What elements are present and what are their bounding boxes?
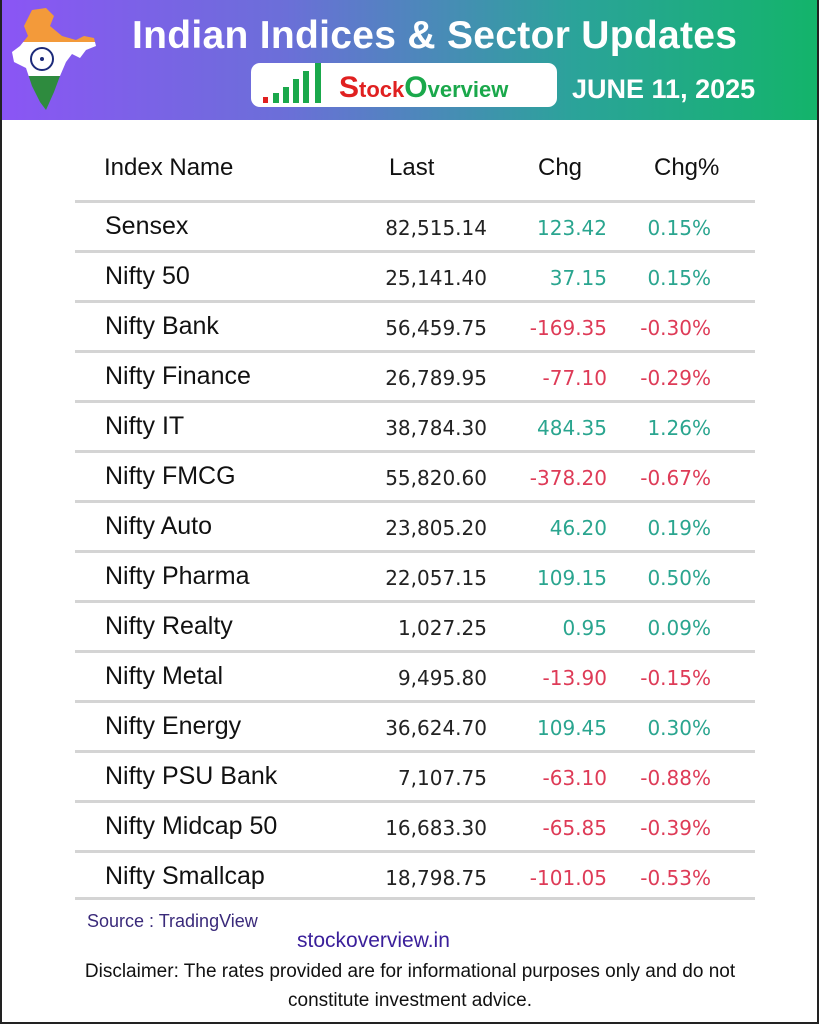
index-name: Nifty FMCG — [105, 462, 236, 490]
last-value: 36,624.70 — [385, 716, 487, 740]
change-value: -101.05 — [529, 866, 607, 890]
last-value: 18,798.75 — [385, 866, 487, 890]
column-header-name: Index Name — [104, 154, 234, 181]
last-value: 55,820.60 — [385, 466, 487, 490]
change-percent: 0.50% — [647, 566, 711, 590]
report-date: JUNE 11, 2025 — [572, 74, 756, 104]
change-percent: -0.88% — [640, 766, 711, 790]
index-name: Nifty Metal — [105, 662, 224, 690]
last-value: 26,789.95 — [385, 366, 487, 390]
change-percent: -0.15% — [640, 666, 711, 690]
table-row: Nifty FMCG 55,820.60 -378.20 -0.67% — [75, 450, 755, 500]
table-row: Nifty Midcap 50 16,683.30 -65.85 -0.39% — [75, 800, 755, 850]
logo-tock: tock — [359, 77, 405, 102]
change-value: -169.35 — [529, 316, 607, 340]
last-value: 25,141.40 — [385, 266, 487, 290]
change-percent: 0.15% — [647, 216, 711, 240]
table-row: Nifty Realty 1,027.25 0.95 0.09% — [75, 600, 755, 650]
change-value: 109.15 — [537, 566, 607, 590]
change-value: 46.20 — [549, 516, 607, 540]
change-percent: 0.15% — [647, 266, 711, 290]
change-value: 37.15 — [549, 266, 607, 290]
column-header-chg-pct: Chg% — [654, 154, 720, 181]
last-value: 9,495.80 — [397, 666, 487, 690]
last-value: 16,683.30 — [385, 816, 487, 840]
table-row: Nifty Finance 26,789.95 -77.10 -0.29% — [75, 350, 755, 400]
last-value: 7,107.75 — [397, 766, 487, 790]
india-map-flag-icon — [12, 8, 96, 110]
index-name: Nifty Smallcap — [105, 862, 265, 890]
change-value: 0.95 — [562, 616, 607, 640]
change-value: 109.45 — [537, 716, 607, 740]
table-row: Nifty Auto 23,805.20 46.20 0.19% — [75, 500, 755, 550]
index-name: Nifty Auto — [105, 512, 212, 540]
stockoverview-logo: StockOverview — [251, 63, 557, 107]
change-percent: -0.29% — [640, 366, 711, 390]
logo-s: S — [339, 71, 360, 104]
index-name: Nifty Energy — [105, 712, 242, 740]
table-row: Nifty Energy 36,624.70 109.45 0.30% — [75, 700, 755, 750]
table-row: Nifty Bank 56,459.75 -169.35 -0.30% — [75, 300, 755, 350]
change-value: 123.42 — [537, 216, 607, 240]
column-header-chg: Chg — [538, 154, 583, 181]
last-value: 82,515.14 — [385, 216, 487, 240]
index-name: Nifty IT — [105, 412, 185, 440]
index-name: Nifty Finance — [105, 362, 251, 390]
change-value: -65.85 — [542, 816, 607, 840]
index-name: Nifty Realty — [105, 612, 233, 640]
logo-verview: verview — [427, 77, 509, 102]
change-percent: 1.26% — [647, 416, 711, 440]
change-value: -63.10 — [542, 766, 607, 790]
index-name: Nifty 50 — [105, 262, 190, 290]
change-percent: 0.09% — [647, 616, 711, 640]
page-title: Indian Indices & Sector Updates — [132, 14, 738, 57]
change-percent: -0.67% — [640, 466, 711, 490]
logo-o: O — [404, 71, 428, 104]
change-value: -13.90 — [542, 666, 607, 690]
column-header-last: Last — [389, 154, 435, 181]
change-percent: 0.30% — [647, 716, 711, 740]
index-name: Nifty PSU Bank — [105, 762, 278, 790]
index-name: Nifty Bank — [105, 312, 219, 340]
table-row: Nifty PSU Bank 7,107.75 -63.10 -0.88% — [75, 750, 755, 800]
site-link[interactable]: stockoverview.in — [297, 929, 450, 952]
table-row: Nifty Pharma 22,057.15 109.15 0.50% — [75, 550, 755, 600]
change-value: -378.20 — [529, 466, 607, 490]
last-value: 23,805.20 — [385, 516, 487, 540]
table-row: Nifty Smallcap 18,798.75 -101.05 -0.53% — [75, 850, 755, 900]
index-name: Nifty Midcap 50 — [105, 812, 278, 840]
change-percent: -0.30% — [640, 316, 711, 340]
table-row: Sensex 82,515.14 123.42 0.15% — [75, 200, 755, 250]
index-name: Nifty Pharma — [105, 562, 250, 590]
table-row: Nifty IT 38,784.30 484.35 1.26% — [75, 400, 755, 450]
source-note: Source : TradingView — [87, 911, 258, 931]
last-value: 56,459.75 — [385, 316, 487, 340]
last-value: 22,057.15 — [385, 566, 487, 590]
table-row: Nifty Metal 9,495.80 -13.90 -0.15% — [75, 650, 755, 700]
header-banner: Indian Indices & Sector Updates StockOve… — [0, 0, 819, 120]
index-name: Sensex — [105, 212, 189, 240]
change-value: 484.35 — [537, 416, 607, 440]
change-percent: 0.19% — [647, 516, 711, 540]
disclaimer: Disclaimer: The rates provided are for i… — [84, 961, 736, 1011]
change-value: -77.10 — [542, 366, 607, 390]
last-value: 38,784.30 — [385, 416, 487, 440]
last-value: 1,027.25 — [397, 616, 487, 640]
table-row: Nifty 50 25,141.40 37.15 0.15% — [75, 250, 755, 300]
change-percent: -0.39% — [640, 816, 711, 840]
change-percent: -0.53% — [640, 866, 711, 890]
